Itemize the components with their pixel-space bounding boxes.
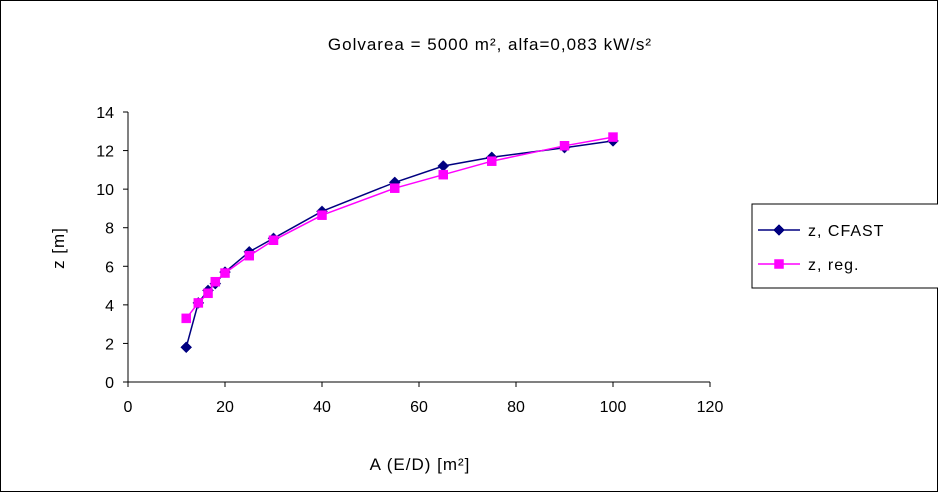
x-tick-label: 60 <box>410 399 428 416</box>
y-tick-label: 14 <box>96 105 114 122</box>
data-point <box>390 183 400 193</box>
x-tick-label: 0 <box>124 399 133 416</box>
data-point <box>438 169 448 180</box>
y-ticks: 0 2 4 6 8 10 12 14 <box>96 105 128 392</box>
data-point <box>181 313 191 324</box>
x-tick-label: 40 <box>313 399 331 416</box>
legend-label: z, reg. <box>808 257 859 274</box>
x-ticks: 0 20 40 60 80 100 120 <box>124 382 724 416</box>
y-tick-label: 4 <box>105 298 114 315</box>
data-point <box>268 235 279 245</box>
series-reg <box>181 132 618 324</box>
data-point <box>193 298 204 308</box>
data-point <box>487 156 497 166</box>
x-tick-label: 80 <box>507 399 525 416</box>
x-axis-title: A (E/D) [m²] <box>370 455 471 474</box>
legend: z, CFAST z, reg. <box>751 203 938 289</box>
legend-label: z, CFAST <box>808 223 884 240</box>
legend-marker <box>774 259 784 269</box>
x-tick-label: 120 <box>697 399 724 416</box>
x-tick-label: 20 <box>216 399 234 416</box>
y-tick-label: 6 <box>105 259 114 276</box>
legend-box <box>751 203 938 289</box>
chart-title: Golvarea = 5000 m², alfa=0,083 kW/s² <box>328 35 652 54</box>
y-tick-label: 12 <box>96 144 114 161</box>
data-point <box>220 268 230 278</box>
data-point <box>244 250 254 261</box>
data-point <box>203 288 213 299</box>
data-point <box>180 341 193 354</box>
data-point <box>608 132 618 142</box>
y-axis-title: z [m] <box>49 227 68 269</box>
x-tick-label: 100 <box>600 399 627 416</box>
data-point <box>210 276 221 287</box>
y-tick-label: 2 <box>105 336 114 353</box>
plot-series <box>180 132 619 354</box>
y-tick-label: 10 <box>96 182 114 199</box>
data-point <box>317 210 327 220</box>
legend-marker <box>773 224 785 236</box>
y-tick-label: 8 <box>105 221 114 238</box>
y-tick-label: 0 <box>105 375 114 392</box>
data-point <box>559 141 570 151</box>
